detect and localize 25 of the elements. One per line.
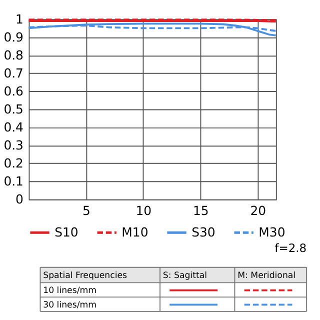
y-tick-label: 0.5 (4, 102, 24, 117)
text: 10 lines/mm (43, 286, 97, 296)
legend-label: M10 (122, 224, 148, 240)
y-tick-label: 1 (16, 12, 24, 27)
y-tick-label: 0 (16, 192, 24, 207)
y-tick-label: 0.3 (4, 138, 24, 153)
text: M: Meridional (238, 270, 296, 281)
x-tick-label: 20 (250, 203, 266, 218)
x-tick-label: 10 (136, 203, 152, 218)
legend-label: S10 (54, 224, 78, 240)
y-tick-label: 0.1 (4, 174, 24, 189)
text: f=2.8 (274, 241, 307, 256)
text: Spatial Frequencies (43, 270, 128, 281)
legend-label: S30 (192, 224, 216, 240)
y-tick-label: 0.8 (4, 48, 24, 63)
y-tick-label: 0.6 (4, 84, 24, 99)
y-tick-label: 0.9 (4, 30, 24, 45)
text: 30 lines/mm (43, 300, 97, 311)
x-tick-label: 15 (192, 203, 209, 218)
legend-label: M30 (258, 224, 286, 240)
text: S: Sagittal (162, 270, 207, 281)
y-tick-label: 0.2 (4, 156, 24, 171)
y-tick-label: 0.4 (4, 120, 24, 135)
x-tick-label: 5 (82, 203, 90, 218)
y-tick-label: 0.7 (4, 66, 24, 81)
